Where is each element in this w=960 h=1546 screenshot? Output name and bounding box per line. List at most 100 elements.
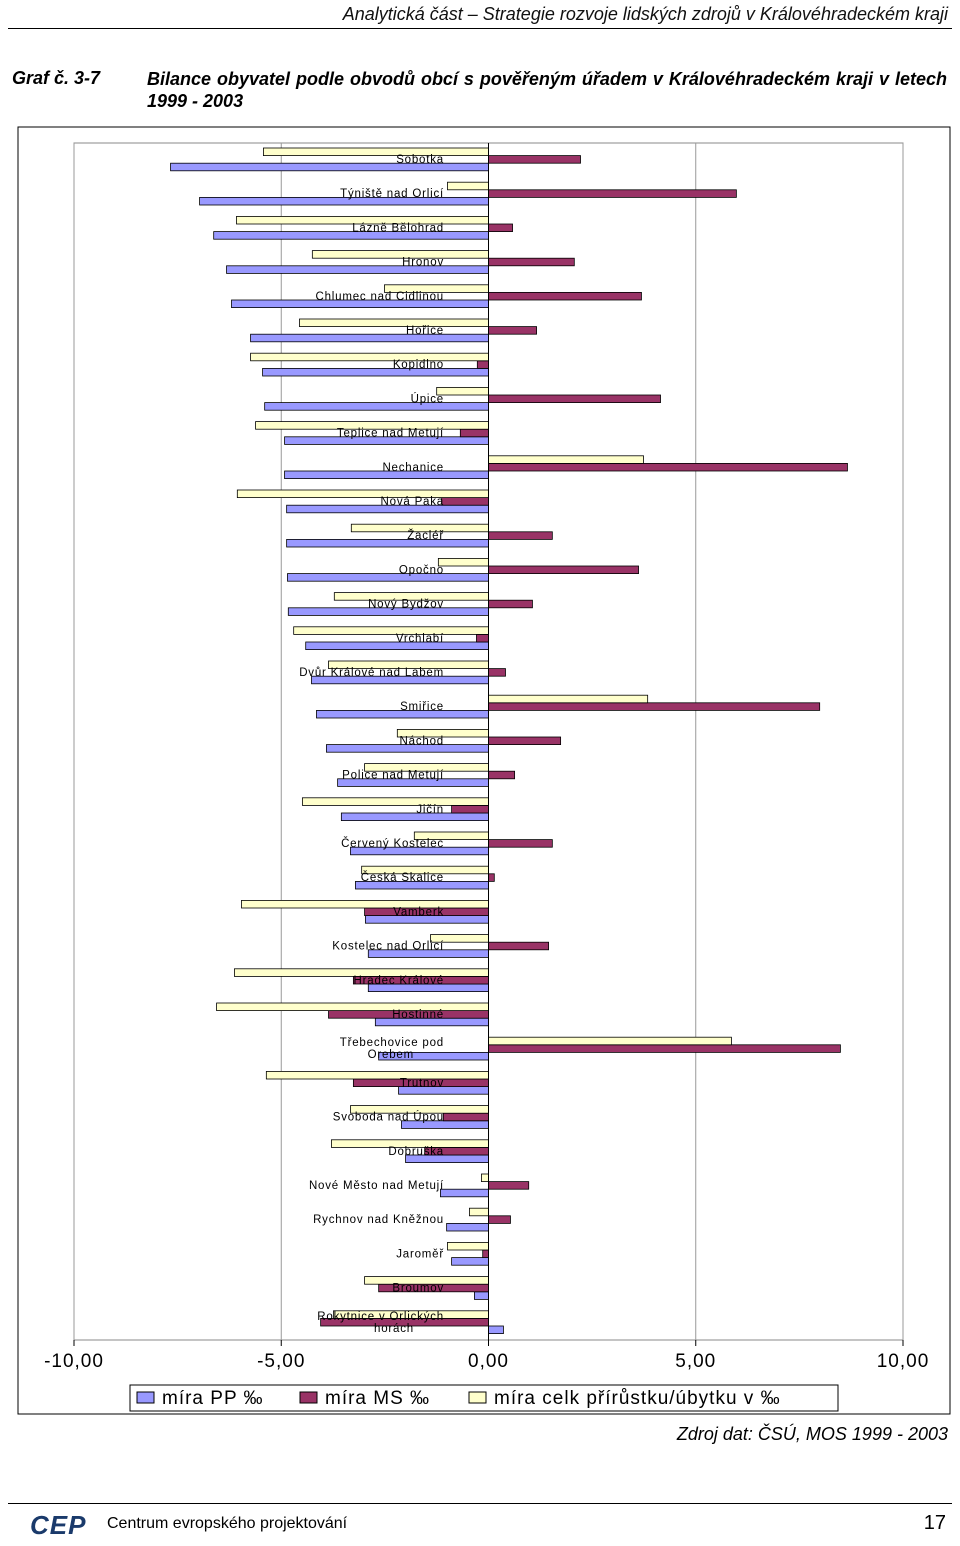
bar bbox=[241, 900, 489, 909]
x-tick-label: 0,00 bbox=[468, 1351, 509, 1372]
running-title: Analytická část – Strategie rozvoje lids… bbox=[342, 4, 948, 24]
bar bbox=[488, 1215, 511, 1224]
category-label: Hradec Králové bbox=[354, 975, 444, 987]
bar bbox=[488, 155, 581, 164]
bar bbox=[236, 489, 489, 498]
bar bbox=[488, 326, 537, 335]
category-label: Nový Bydžov bbox=[368, 599, 444, 611]
bar bbox=[488, 455, 644, 464]
category-label: Úpice bbox=[411, 392, 444, 405]
logo: CEP bbox=[30, 1510, 87, 1540]
bar bbox=[488, 1325, 504, 1334]
category-label: Hronov bbox=[402, 257, 444, 269]
category-label: Chlumec nad Cidlinou bbox=[315, 291, 444, 303]
bar bbox=[488, 736, 562, 745]
bar bbox=[482, 1249, 489, 1258]
bar bbox=[226, 265, 489, 274]
bar bbox=[459, 428, 489, 438]
bar bbox=[265, 1071, 489, 1080]
bar bbox=[469, 1207, 489, 1217]
bar bbox=[451, 805, 489, 814]
category-label: Teplice nad Metují bbox=[337, 428, 444, 440]
bar bbox=[481, 1173, 489, 1182]
x-tick-label: 5,00 bbox=[675, 1351, 716, 1372]
category-label: Nové Město nad Metují bbox=[309, 1180, 444, 1192]
category-label: Vrchlabí bbox=[396, 633, 444, 645]
figure-label: Graf č. 3-7 bbox=[12, 68, 101, 88]
bar bbox=[488, 1181, 530, 1190]
bar bbox=[476, 634, 489, 643]
bar bbox=[488, 531, 553, 540]
category-label-line: horách bbox=[370, 1323, 414, 1335]
bar bbox=[488, 462, 848, 472]
category-label-line: Třebechovice pod bbox=[340, 1037, 444, 1049]
category-label: Třebechovice pod Orebem bbox=[340, 1037, 444, 1061]
bar bbox=[287, 573, 489, 582]
category-label: Police nad Metují bbox=[342, 770, 444, 782]
category-label: Trutnov bbox=[400, 1077, 444, 1089]
category-label: Žacléř bbox=[407, 529, 444, 542]
bar bbox=[488, 189, 737, 198]
bar bbox=[476, 360, 489, 369]
category-label: Červený Kostelec bbox=[341, 837, 444, 850]
category-label: Svoboda nad Úpou bbox=[333, 1111, 444, 1124]
bar bbox=[447, 1242, 489, 1251]
category-label: Týniště nad Orlicí bbox=[340, 188, 444, 200]
bar bbox=[451, 1257, 489, 1266]
category-label: Rokytnice v Orlických horách bbox=[317, 1311, 444, 1335]
bar bbox=[286, 539, 489, 548]
footer-rule bbox=[8, 1503, 952, 1504]
bar bbox=[293, 626, 489, 635]
bar bbox=[340, 812, 489, 821]
category-label-line: Rokytnice v Orlických bbox=[317, 1311, 444, 1323]
bar bbox=[488, 394, 661, 403]
page-number: 17 bbox=[923, 1512, 946, 1534]
category-label: Hostinné bbox=[392, 1009, 444, 1021]
x-tick-label: -10,00 bbox=[44, 1351, 104, 1372]
bar bbox=[488, 702, 821, 711]
category-label: Opočno bbox=[399, 564, 444, 576]
legend-label: míra celk přírůstku/úbytku v ‰ bbox=[494, 1388, 781, 1409]
category-label: Sobotka bbox=[396, 154, 444, 166]
category-label: Česká Skalice bbox=[361, 871, 444, 884]
bar bbox=[262, 367, 489, 377]
category-label: Jičín bbox=[416, 804, 444, 816]
bar bbox=[442, 1112, 489, 1122]
bar bbox=[301, 797, 489, 806]
legend-label: míra PP ‰ bbox=[162, 1388, 264, 1409]
category-label: Kopidlno bbox=[393, 359, 444, 371]
category-label: Smiřice bbox=[400, 701, 444, 713]
bar bbox=[213, 231, 489, 240]
category-label: Lázně Bělohrad bbox=[352, 222, 444, 234]
bar bbox=[311, 250, 489, 259]
header-rule bbox=[8, 28, 952, 29]
category-label: Nová Paka bbox=[381, 496, 444, 508]
bar bbox=[488, 873, 495, 882]
bar bbox=[250, 333, 489, 343]
x-tick-label: -5,00 bbox=[257, 1351, 305, 1372]
bar bbox=[474, 1291, 489, 1300]
bar bbox=[216, 1002, 489, 1011]
category-label: Hořice bbox=[406, 325, 444, 337]
bar bbox=[488, 291, 642, 301]
bar bbox=[441, 497, 489, 506]
bar bbox=[488, 770, 516, 780]
bar bbox=[488, 599, 533, 609]
bar bbox=[299, 318, 489, 327]
figure-title: Bilance obyvatel podle obvodů obcí s pov… bbox=[147, 69, 947, 111]
bar bbox=[488, 223, 513, 232]
category-label: Dvůr Králové nad Labem bbox=[299, 667, 444, 679]
category-label: Náchod bbox=[400, 735, 444, 747]
bar bbox=[437, 558, 489, 567]
category-label: Broumov bbox=[392, 1283, 444, 1295]
bar bbox=[488, 565, 639, 574]
x-tick-label: 10,00 bbox=[877, 1351, 930, 1372]
category-label: Jaroměř bbox=[396, 1248, 444, 1260]
bar bbox=[488, 941, 550, 951]
bar bbox=[488, 1036, 732, 1046]
bar bbox=[488, 839, 553, 848]
bar bbox=[447, 181, 489, 191]
category-label: Dobruška bbox=[388, 1146, 444, 1158]
category-label: Vamberk bbox=[393, 906, 444, 918]
